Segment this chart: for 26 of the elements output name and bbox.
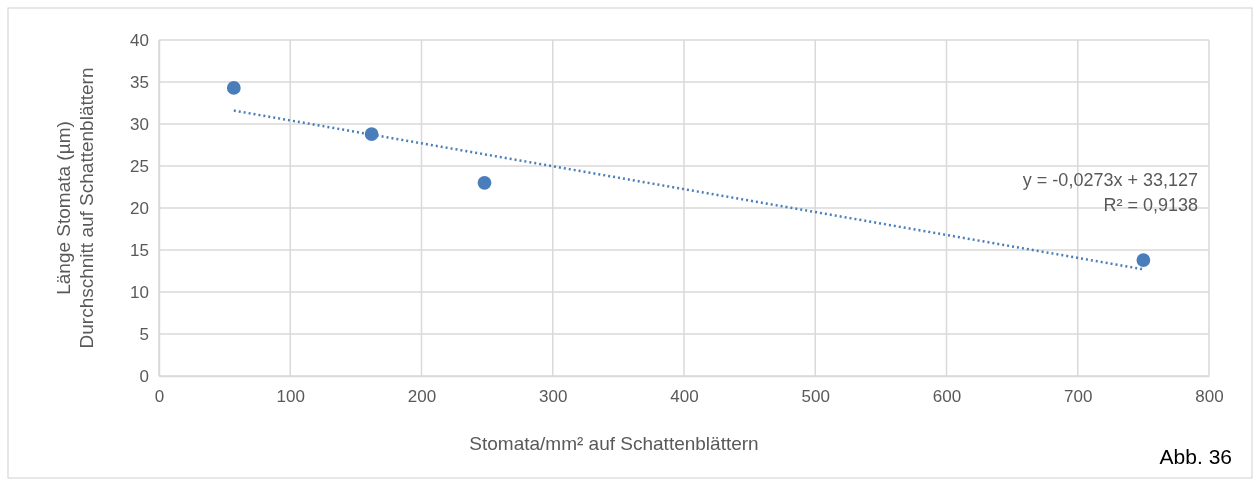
- x-tick-label: 700: [1064, 387, 1093, 407]
- x-axis-title: Stomata/mm² auf Schattenblättern: [469, 433, 759, 454]
- annotation: y = -0,0273x + 33,127: [1022, 170, 1198, 190]
- y-tick-label: 5: [139, 324, 149, 344]
- x-tick-label: 800: [1195, 387, 1224, 407]
- y-tick-label: 10: [130, 282, 149, 302]
- x-tick-label: 200: [407, 387, 437, 407]
- y-tick-label: 30: [130, 114, 149, 134]
- x-tick-label: 100: [276, 387, 305, 407]
- x-tick-label: 400: [670, 387, 699, 407]
- y-tick-label: 25: [130, 156, 149, 176]
- x-tick-label: 0: [154, 387, 165, 407]
- point: [1136, 253, 1151, 267]
- y-tick-label: 40: [130, 30, 149, 50]
- y-tick-label: 35: [130, 72, 149, 92]
- x-tick-label: 300: [539, 387, 568, 407]
- y-tick-label: 20: [130, 198, 149, 218]
- point: [477, 175, 492, 190]
- caption: Abb. 36: [1159, 445, 1232, 468]
- point: [226, 80, 241, 95]
- annotation: R² = 0,9138: [1103, 195, 1198, 215]
- y-tick-label: 15: [130, 240, 149, 260]
- y-tick-label: 0: [139, 366, 149, 386]
- x-tick-label: 500: [801, 387, 830, 407]
- y-axis-title: Länge Stomata (µm) Durchschnitt auf Schattenblättern: [53, 67, 97, 349]
- x-tick-label: 600: [932, 387, 962, 407]
